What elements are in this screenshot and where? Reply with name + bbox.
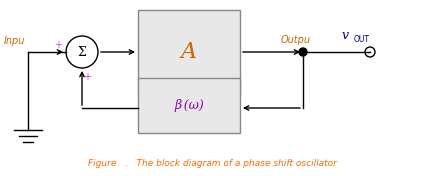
Text: β (ω): β (ω) bbox=[174, 99, 204, 112]
Text: OUT: OUT bbox=[354, 35, 370, 44]
Text: Outpu: Outpu bbox=[281, 35, 311, 45]
Text: v: v bbox=[342, 29, 349, 42]
Bar bbox=[138, 78, 240, 133]
Text: A: A bbox=[181, 42, 197, 64]
Text: Figure   .   The block diagram of a phase shift oscillator: Figure . The block diagram of a phase sh… bbox=[88, 159, 336, 168]
Bar bbox=[138, 10, 240, 95]
Text: Inpu: Inpu bbox=[4, 36, 25, 46]
Circle shape bbox=[299, 48, 307, 56]
Text: +: + bbox=[54, 40, 62, 50]
Text: Σ: Σ bbox=[78, 46, 86, 58]
Text: +: + bbox=[83, 72, 91, 82]
